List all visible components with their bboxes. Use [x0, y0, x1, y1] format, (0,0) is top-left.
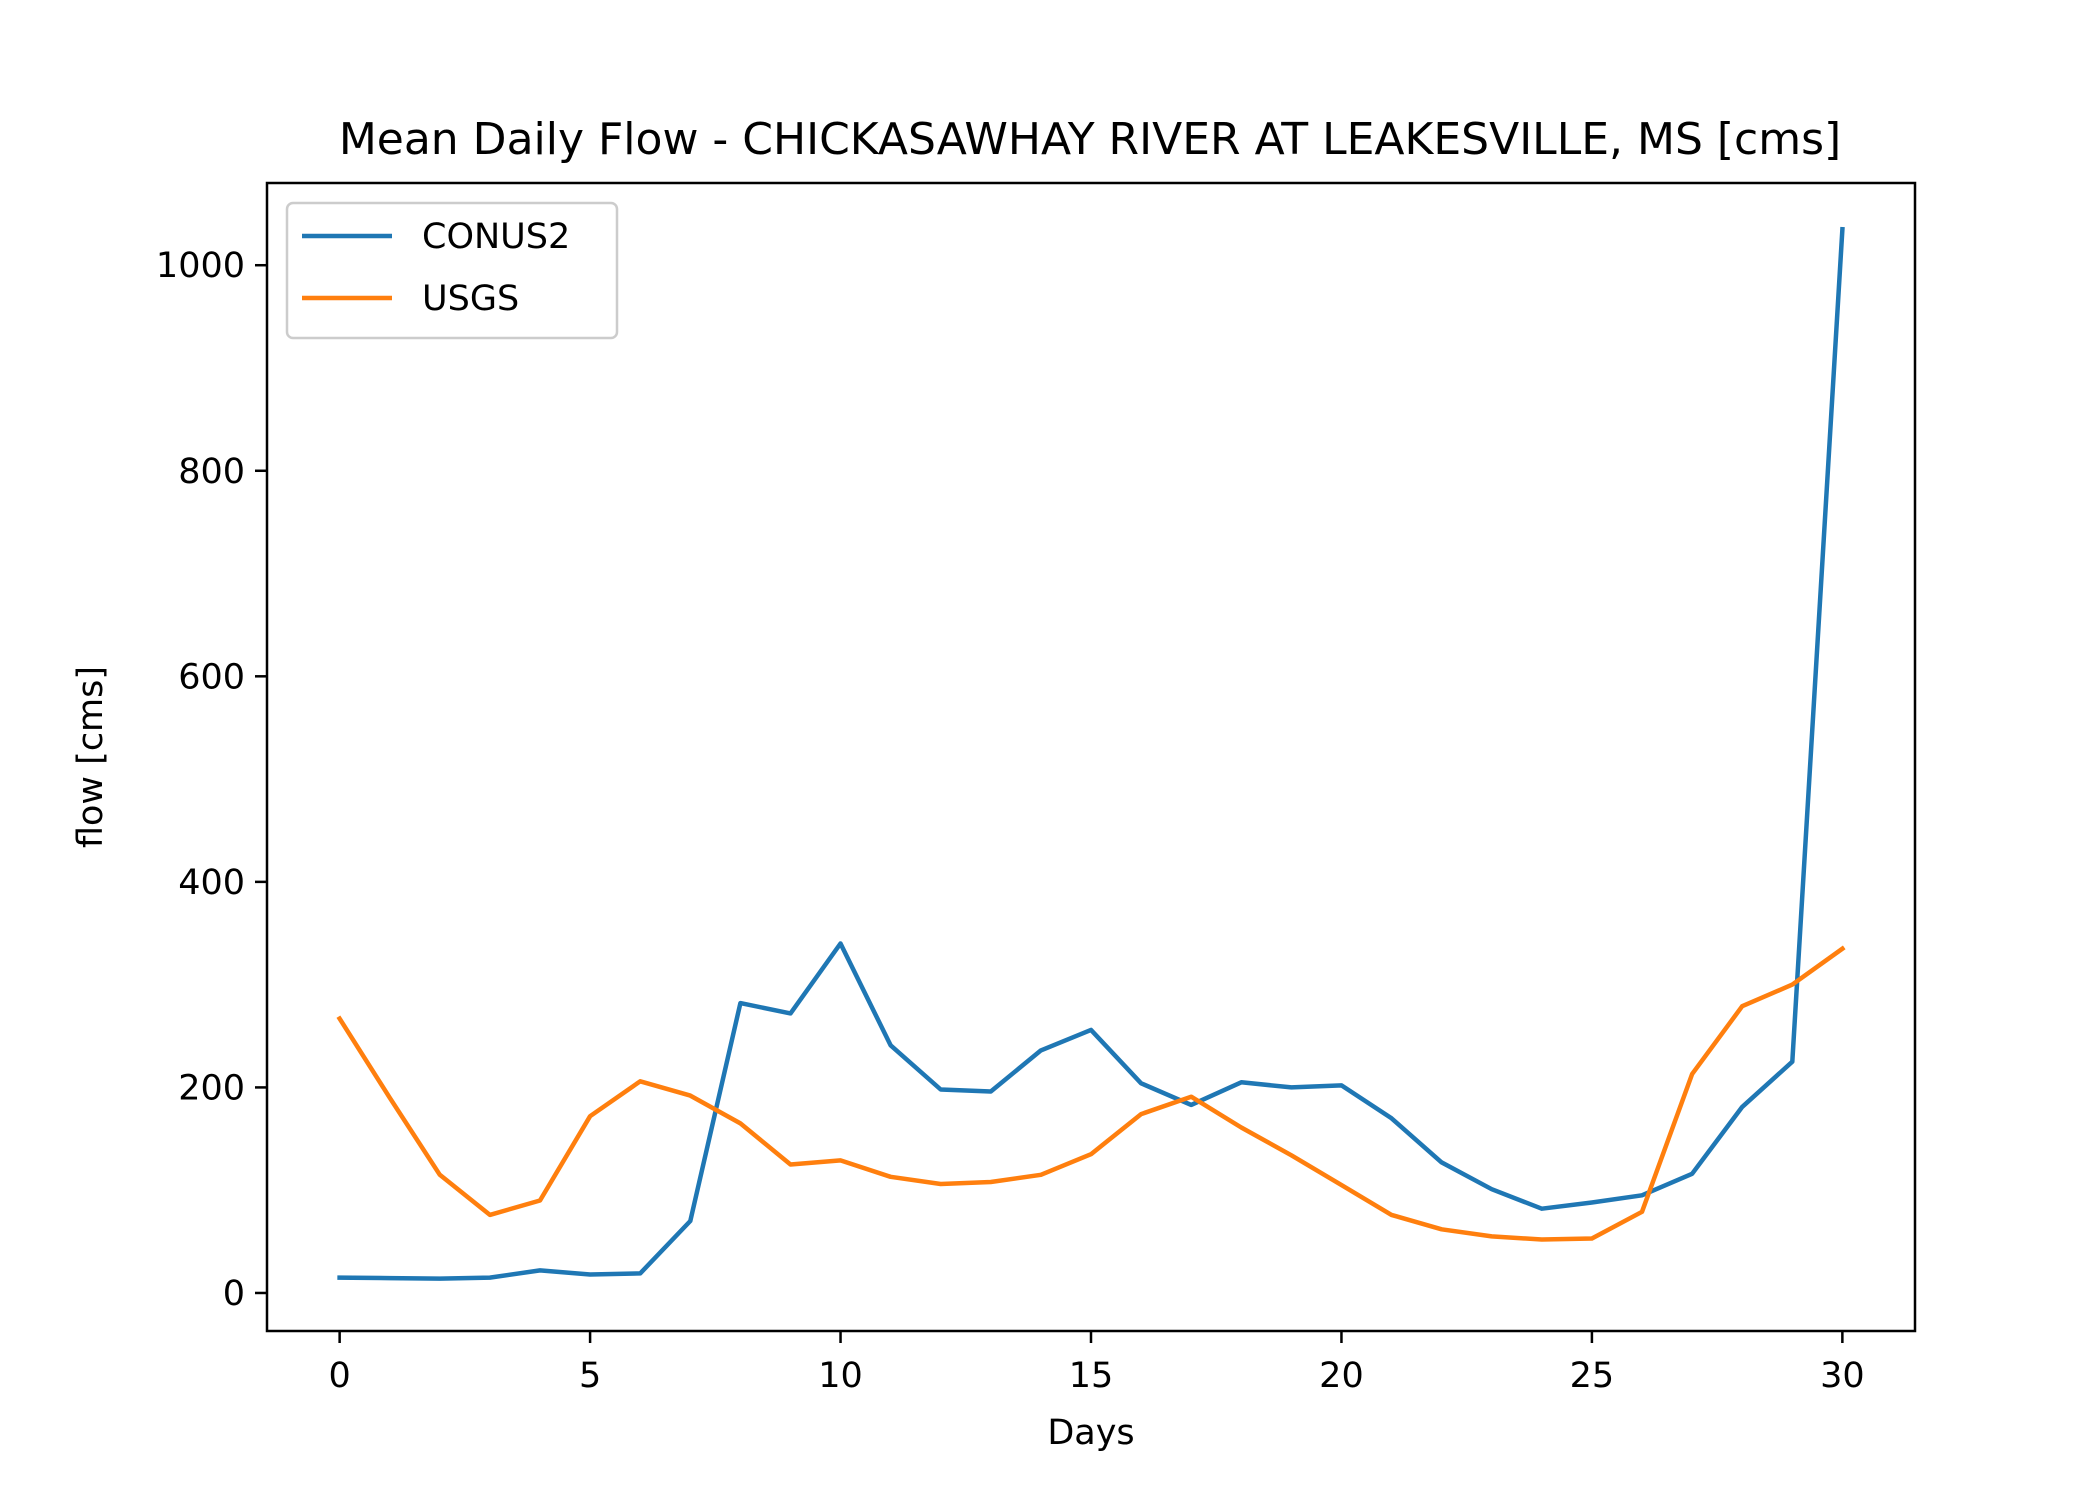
x-tick-label: 10	[818, 1356, 863, 1396]
x-axis-label: Days	[1047, 1413, 1134, 1453]
legend-label-usgs: USGS	[422, 279, 519, 319]
series-line-usgs	[336, 945, 1846, 1242]
y-tick-label: 600	[178, 657, 245, 697]
y-tick-label: 800	[178, 452, 245, 492]
legend-label-conus2: CONUS2	[422, 217, 570, 257]
y-tick-label: 400	[178, 863, 245, 903]
y-axis-label: flow [cms]	[71, 666, 111, 848]
y-tick-label: 1000	[156, 246, 245, 286]
x-tick-label: 20	[1319, 1356, 1364, 1396]
series-layer	[336, 226, 1846, 1281]
y-axis: 0 200 400 600 800 1000	[156, 246, 267, 1314]
x-axis: 0 5 10 15 20 25 30	[328, 1331, 1865, 1396]
x-tick-label: 15	[1069, 1356, 1114, 1396]
y-tick-label: 0	[223, 1274, 245, 1314]
x-tick-label: 30	[1820, 1356, 1865, 1396]
x-tick-label: 25	[1570, 1356, 1615, 1396]
y-tick-label: 200	[178, 1068, 245, 1108]
legend: CONUS2 USGS	[285, 201, 619, 340]
chart-title: Mean Daily Flow - CHICKASAWHAY RIVER AT …	[339, 114, 1841, 165]
series-line-conus2	[337, 226, 1845, 1281]
x-tick-label: 5	[579, 1356, 601, 1396]
x-tick-label: 0	[328, 1356, 350, 1396]
